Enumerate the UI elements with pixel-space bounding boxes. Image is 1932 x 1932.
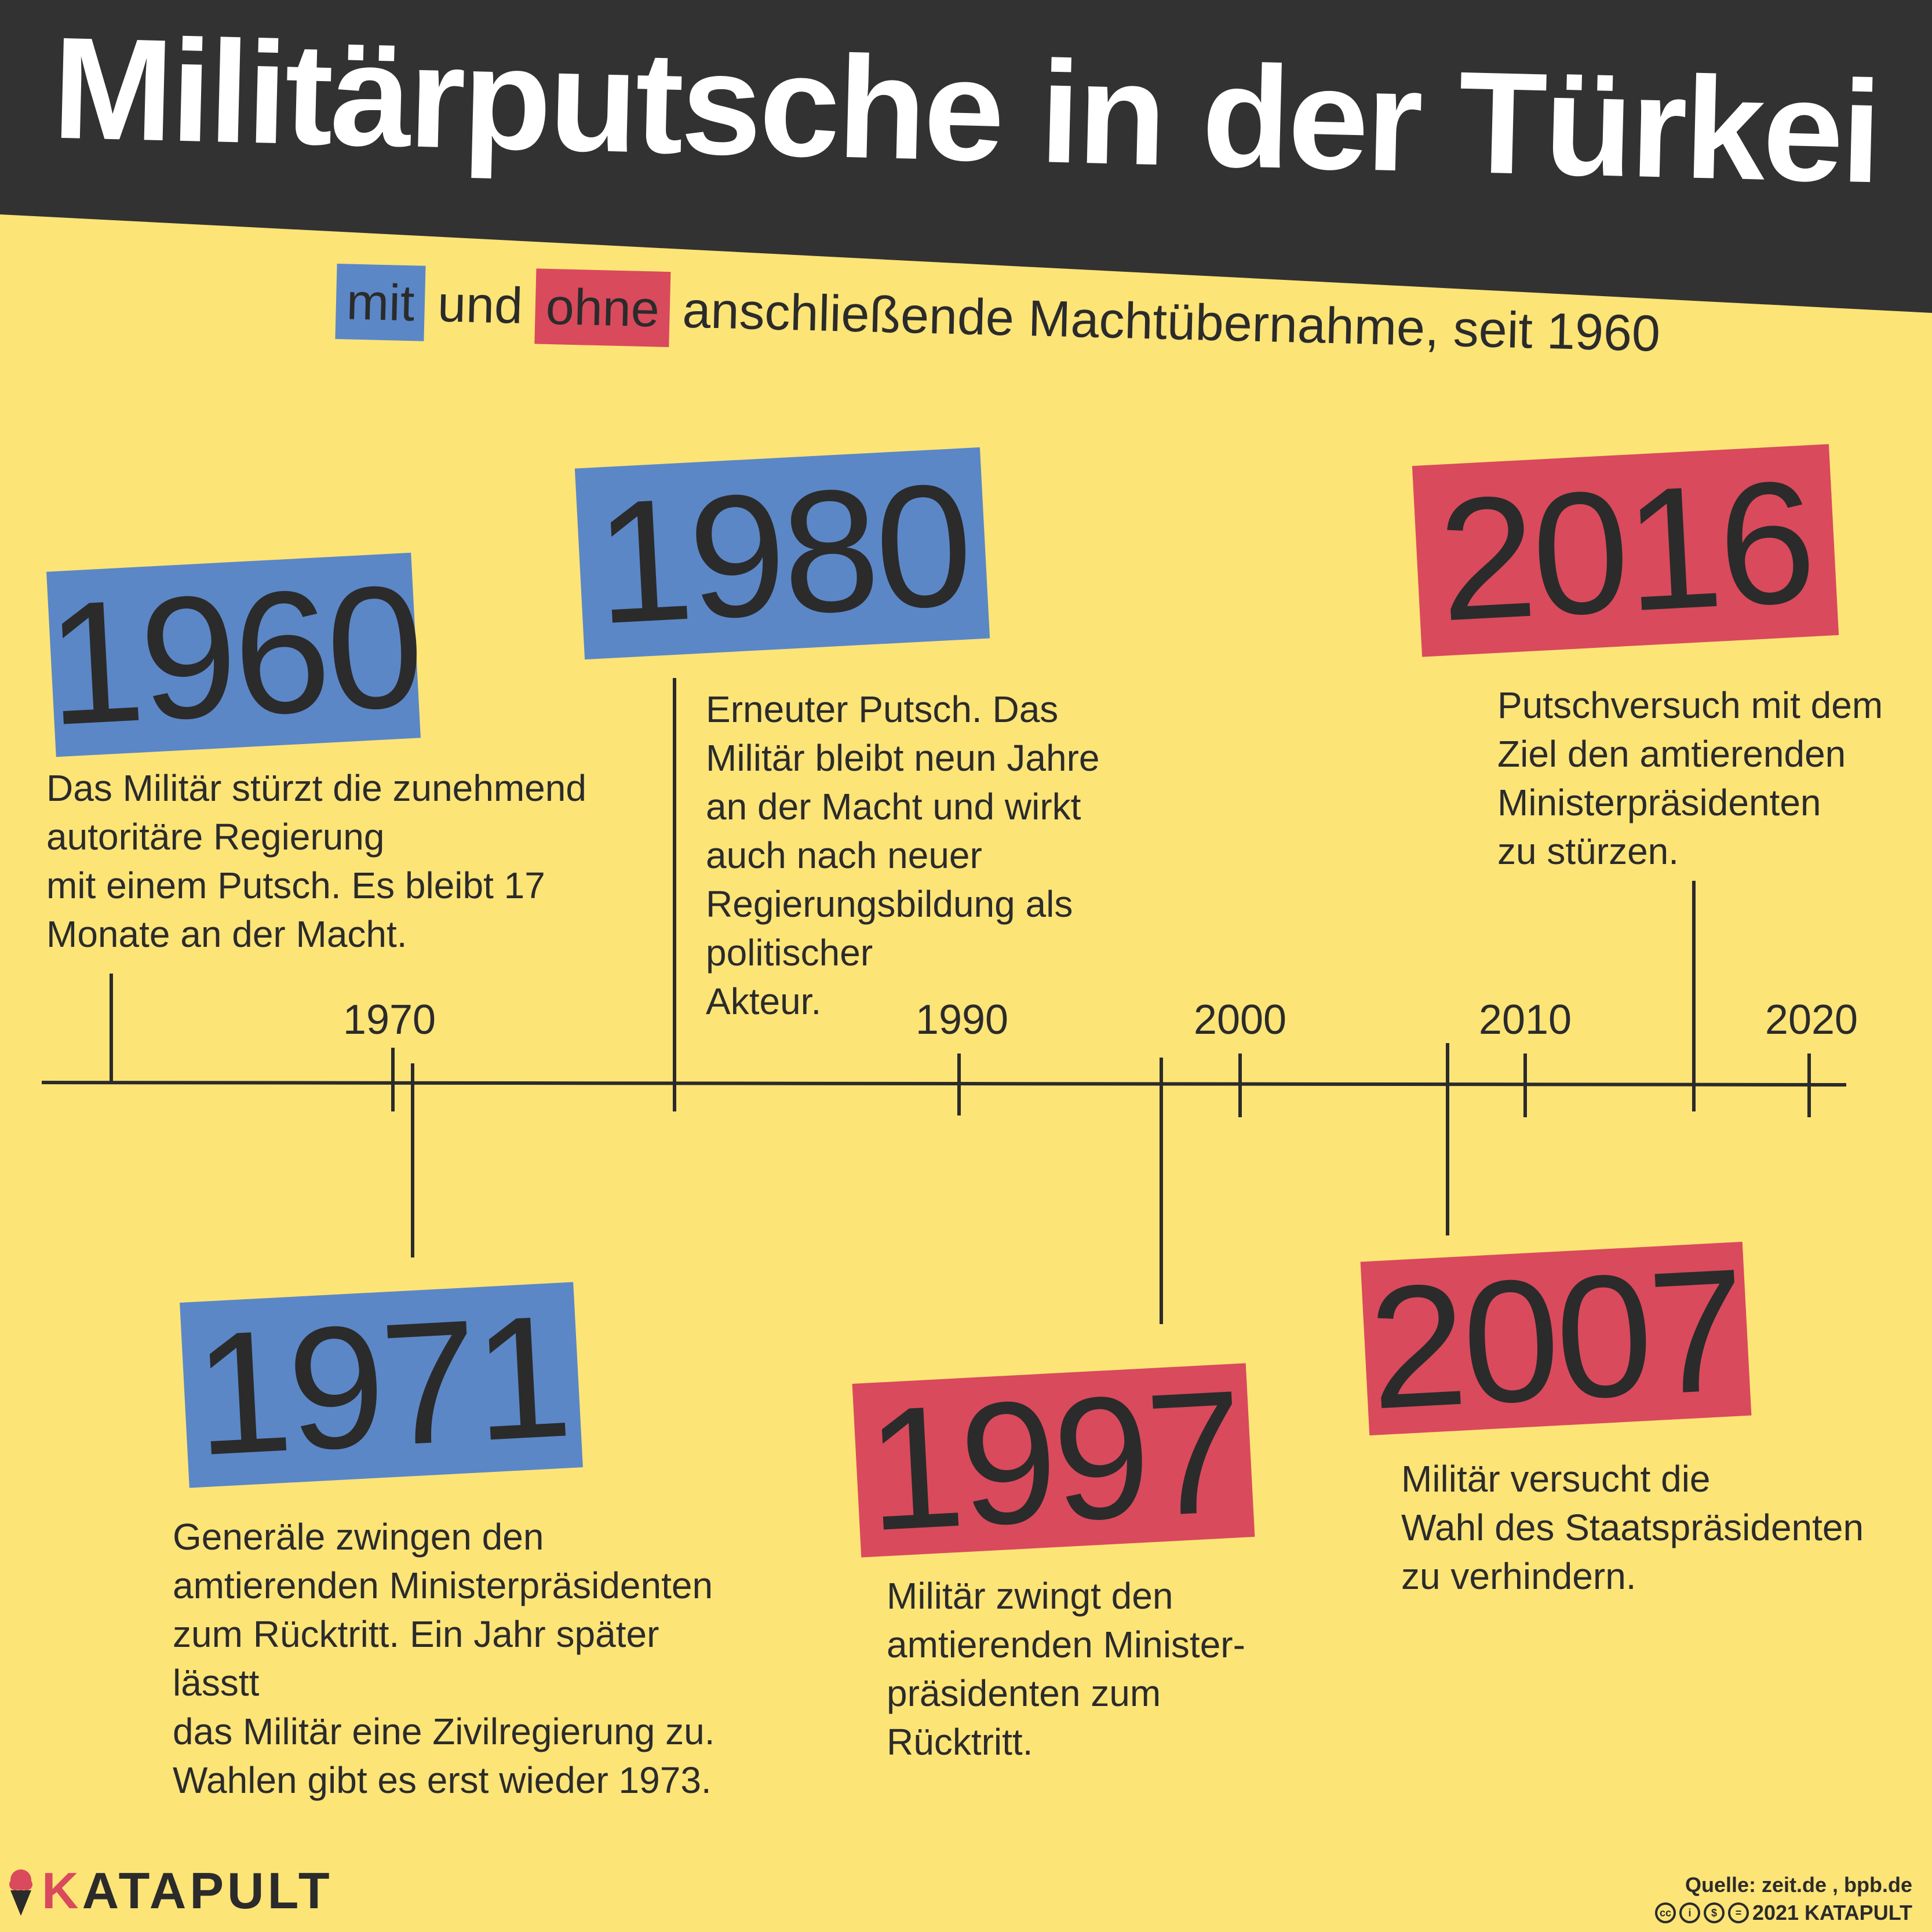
event-text-2007: Militär versucht die Wahl des Staatspräs… bbox=[1401, 1458, 1864, 1597]
ice-cream-icon bbox=[9, 1869, 32, 1916]
year-box-2016: 2016 bbox=[1412, 443, 1839, 658]
event-text-1980: Erneuter Putsch. Das Militär bleibt neun… bbox=[706, 688, 1100, 1022]
year-box-1980: 1980 bbox=[574, 446, 990, 661]
tick-label-1990: 1990 bbox=[916, 997, 1008, 1043]
nd-icon: = bbox=[1727, 1902, 1749, 1923]
katapult-logo: KATAPULT bbox=[8, 1862, 333, 1919]
tick-label-2000: 2000 bbox=[1194, 997, 1286, 1043]
source-note: Quelle: zeit.de , bpb.de bbox=[1685, 1873, 1912, 1897]
nc-icon: $ bbox=[1703, 1902, 1725, 1923]
year-box-1960: 1960 bbox=[42, 548, 425, 762]
tick-label-1970: 1970 bbox=[343, 997, 436, 1043]
copyright-text: 2021 KATAPULT bbox=[1752, 1901, 1912, 1924]
header-band bbox=[0, 0, 1932, 313]
copyright: cc i $ = 2021 KATAPULT bbox=[1654, 1901, 1912, 1925]
event-text-1960: Das Militär stürzt die zunehmend autorit… bbox=[46, 767, 586, 955]
cc-icon: cc bbox=[1654, 1902, 1676, 1923]
logo-text: KATAPULT bbox=[42, 1862, 333, 1919]
event-text-1971: Generäle zwingen den amtierenden Ministe… bbox=[173, 1516, 715, 1801]
timeline-axis bbox=[41, 1081, 1847, 1087]
event-text-1997: Militär zwingt den amtierenden Minister-… bbox=[887, 1575, 1245, 1763]
year-box-1997: 1997 bbox=[852, 1353, 1255, 1568]
year-box-1971: 1971 bbox=[180, 1278, 583, 1492]
tick-label-2020: 2020 bbox=[1765, 997, 1858, 1043]
by-icon: i bbox=[1679, 1902, 1700, 1923]
tick-label-2010: 2010 bbox=[1479, 997, 1572, 1043]
year-box-2007: 2007 bbox=[1360, 1231, 1752, 1446]
event-text-2016: Putschversuch mit dem Ziel den amtierend… bbox=[1497, 684, 1883, 872]
